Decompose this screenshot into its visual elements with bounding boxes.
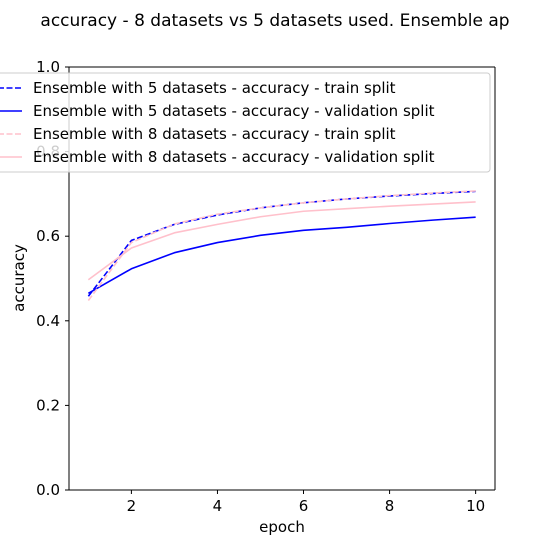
- x-tick-label: 8: [385, 497, 395, 515]
- x-tick-label: 2: [127, 497, 137, 515]
- legend-box: [0, 72, 491, 173]
- series-layer: [87, 190, 476, 301]
- x-axis-label: epoch: [259, 518, 305, 536]
- y-axis-label: accuracy: [10, 244, 28, 312]
- x-tick-label: 6: [299, 497, 309, 515]
- series-line-1: [87, 190, 476, 297]
- x-axis-ticks: 2 4 6 8 10: [127, 490, 485, 515]
- y-tick-label: 0.4: [36, 312, 60, 330]
- x-tick-label: 10: [466, 497, 485, 515]
- legend-label-4: Ensemble with 8 datasets - accuracy - va…: [33, 148, 435, 166]
- series-line-4: [87, 201, 476, 281]
- legend-label-1: Ensemble with 5 datasets - accuracy - tr…: [33, 79, 396, 97]
- y-tick-label: 0.0: [36, 481, 60, 499]
- x-tick-label: 4: [213, 497, 223, 515]
- legend: Ensemble with 5 datasets - accuracy - tr…: [0, 72, 491, 173]
- y-axis-ticks: 0.00.20.40.60.81.0: [36, 58, 69, 499]
- y-tick-label: 0.6: [36, 227, 60, 245]
- series-line-3: [87, 190, 476, 301]
- y-tick-label: 0.2: [36, 396, 60, 414]
- y-tick-label: 1.0: [36, 58, 60, 76]
- series-line-2: [87, 216, 476, 294]
- chart-title: accuracy - 8 datasets vs 5 datasets used…: [40, 11, 509, 31]
- legend-label-2: Ensemble with 5 datasets - accuracy - va…: [33, 102, 435, 120]
- legend-label-3: Ensemble with 8 datasets - accuracy - tr…: [33, 125, 396, 143]
